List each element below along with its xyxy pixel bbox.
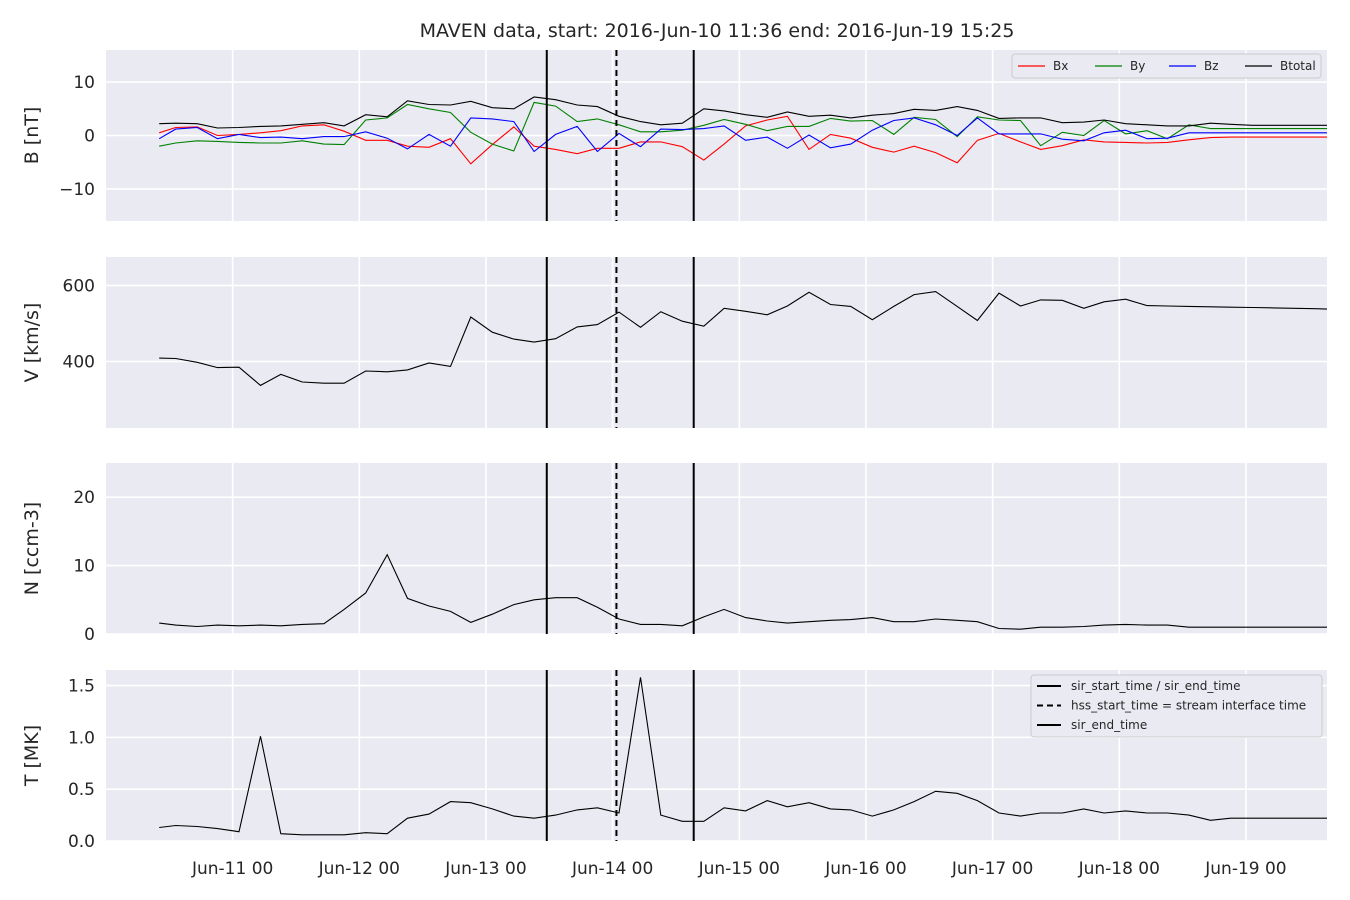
series-line-v [159,291,1327,387]
y-tick-label: 1.0 [68,728,95,748]
plot-background [106,257,1327,428]
series-line-bx [159,115,1327,165]
x-tick-label: Jun-19 00 [1204,859,1286,879]
series-line-bz [158,117,1327,153]
series-line-t [159,677,1327,836]
y-tick-label: −10 [59,180,95,200]
legend-t-frame [1030,674,1323,738]
y-tick-label: 600 [63,277,95,297]
panel-2: 400 600 V [km/s] [21,257,1327,428]
y-tick-label: 0 [84,127,95,147]
series-line-btotal [159,96,1327,129]
chart-title: MAVEN data, start: 2016-Jun-10 11:36 end… [420,20,1015,42]
legend-t-label: hss_start_time = stream interface time [1071,699,1306,713]
y-tick-label: 0.0 [68,832,95,852]
legend-b-label: Bz [1204,59,1219,73]
x-tick-label: Jun-17 00 [951,859,1033,879]
y-axis-label: N [ccm-3] [21,502,43,595]
plot-background [106,463,1327,634]
x-tick-label: Jun-16 00 [824,859,906,879]
series-line-n [159,553,1327,630]
legend-b-label: Bx [1053,59,1068,73]
y-tick-label: 10 [73,73,95,93]
panel-3: 0 10 20 N [ccm-3] [21,463,1327,645]
y-tick-label: 1.5 [68,677,95,697]
x-tick-label: Jun-14 00 [571,859,653,879]
y-tick-label: 0 [84,625,95,645]
legend-b-label: Btotal [1280,59,1316,73]
y-axis-label: B [nT] [21,107,43,165]
legend-b-label: By [1130,59,1145,73]
x-tick-label: Jun-12 00 [318,859,400,879]
x-tick-label: Jun-15 00 [698,859,780,879]
y-tick-label: 400 [63,353,95,373]
x-tick-label: Jun-11 00 [191,859,273,879]
x-tick-label: Jun-13 00 [444,859,526,879]
panels-group: −10 0 10 B [nT] 400 600 V [km/s] 0 10 20 N [ccm-3]… [21,50,1327,879]
series-line-by [159,101,1327,152]
y-axis-label: V [km/s] [21,303,43,383]
y-tick-label: 20 [73,488,95,508]
y-tick-label: 10 [73,557,95,577]
legend-b: Bx By Bz Btotal [1011,53,1322,79]
legend-b-frame [1011,53,1322,79]
x-tick-label: Jun-18 00 [1078,859,1160,879]
y-axis-label: T [MK] [21,725,43,787]
legend-t-label: sir_end_time [1071,718,1147,732]
legend-t-label: sir_start_time / sir_end_time [1071,679,1241,693]
y-tick-label: 0.5 [68,780,95,800]
legend-t: sir_start_time / sir_end_time hss_start_t… [1030,674,1323,738]
